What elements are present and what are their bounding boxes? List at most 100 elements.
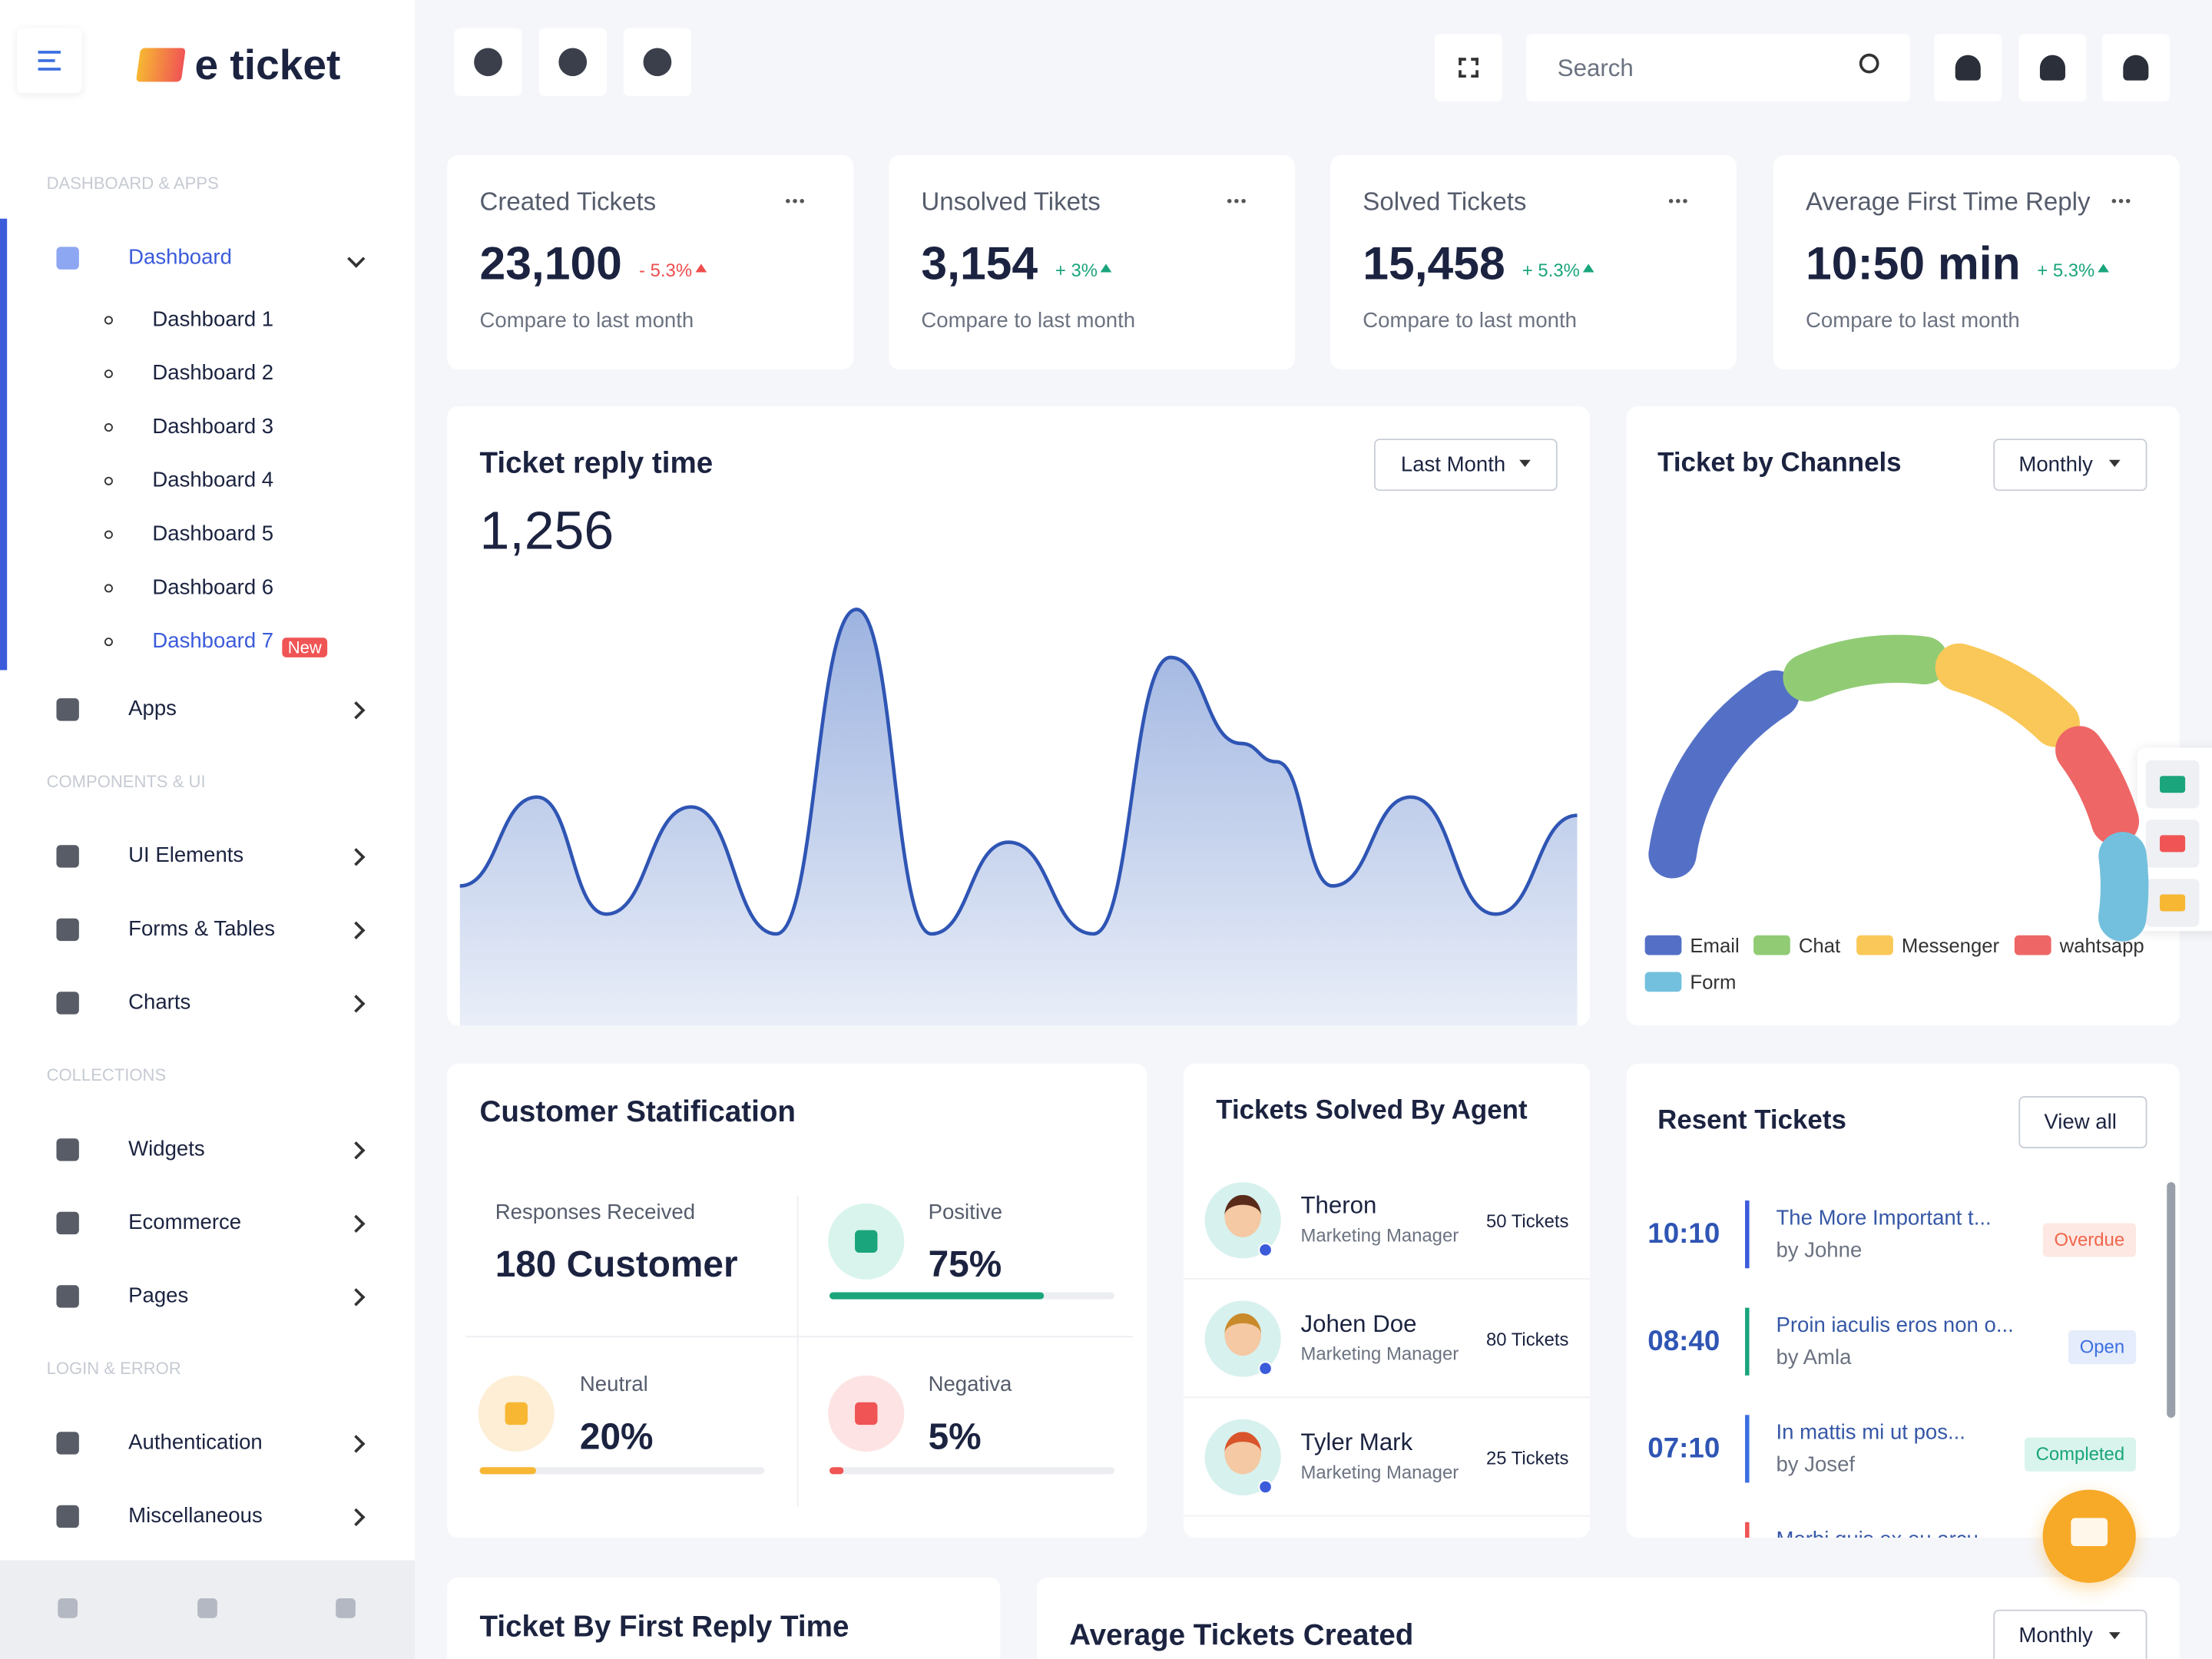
stat-value: 3,154 <box>921 237 1038 290</box>
trend-arrow <box>1582 263 1594 273</box>
row-divider <box>1184 1278 1591 1280</box>
toolbar-icon <box>558 48 588 77</box>
legend-label: wahtsapp <box>2059 933 2144 956</box>
menu-item[interactable]: Apps <box>128 697 177 721</box>
menu-icon <box>56 698 79 721</box>
status-dot <box>1258 1361 1273 1376</box>
more-dot <box>1234 198 1239 204</box>
side-icon <box>2160 835 2186 853</box>
submenu-item[interactable]: Dashboard 4 <box>152 468 274 493</box>
filter-button[interactable] <box>1373 439 1558 492</box>
feedback-value: 5% <box>928 1415 982 1459</box>
brand-name: e ticket <box>194 42 341 89</box>
menu-item[interactable]: Authentication <box>128 1430 263 1455</box>
legend-swatch <box>2014 935 2051 955</box>
section-title: LOGIN & ERROR <box>46 1358 181 1379</box>
button-label[interactable]: View all <box>2044 1110 2117 1134</box>
thumb-icon <box>855 1230 878 1253</box>
menu-item[interactable]: UI Elements <box>128 843 244 868</box>
scrollbar <box>2167 1182 2176 1418</box>
status-badge: Open <box>2068 1330 2136 1364</box>
more-dot <box>2125 198 2131 204</box>
progress-track <box>479 1467 765 1475</box>
sidebar <box>0 0 416 1659</box>
more-dot <box>1227 198 1232 204</box>
header-icon <box>2039 55 2065 81</box>
stat-change: + 5.3% <box>1522 260 1580 281</box>
status-dot <box>1258 1243 1273 1257</box>
stat-change: - 5.3% <box>639 260 693 281</box>
responses-value: 180 Customer <box>495 1243 738 1286</box>
reply-card <box>447 406 1591 1026</box>
header-icon <box>1955 55 1981 81</box>
legend-swatch <box>1644 935 1682 955</box>
footer-icon[interactable] <box>336 1598 356 1618</box>
toolbar-icon <box>474 48 502 77</box>
side-icon <box>2160 776 2186 793</box>
menu-item[interactable]: Charts <box>128 990 191 1015</box>
average-card <box>1037 1577 2180 1659</box>
submenu-item[interactable]: Dashboard 2 <box>152 361 274 386</box>
submenu-item[interactable]: Dashboard 6 <box>152 575 274 600</box>
menu-line <box>38 68 61 71</box>
ticket-list: 10:10 The More Important t... by Johne Over… <box>1627 1171 2163 1538</box>
active-indicator <box>0 218 8 671</box>
stat-title: Solved Tickets <box>1363 187 1527 217</box>
menu-item[interactable]: Miscellaneous <box>128 1503 263 1528</box>
divider <box>465 1336 1133 1338</box>
filter-label[interactable]: Monthly <box>2018 1624 2093 1648</box>
legend-label: Chat <box>1798 933 1841 956</box>
stat-value: 15,458 <box>1363 237 1505 290</box>
section-title: COLLECTIONS <box>46 1065 167 1085</box>
footer-icon[interactable] <box>58 1598 78 1618</box>
menu-item[interactable]: Ecommerce <box>128 1210 242 1235</box>
more-dot <box>1683 198 1687 204</box>
menu-item[interactable]: Forms & Tables <box>128 916 276 942</box>
agent-tickets: 50 Tickets <box>1485 1210 1569 1232</box>
filter-label[interactable]: Last Month <box>1400 452 1506 477</box>
stat-card <box>1330 155 1737 370</box>
filter-button[interactable] <box>1993 1609 2147 1659</box>
submenu-item[interactable]: Dashboard 3 <box>152 415 274 439</box>
stat-card <box>889 155 1296 370</box>
submenu-item[interactable]: Dashboard 1 <box>152 307 274 332</box>
progress-bar <box>830 1467 844 1475</box>
ticket-author: by Amla <box>1776 1346 1852 1370</box>
filter-label[interactable]: Monthly <box>2018 452 2093 477</box>
card-title: Tickets Solved By Agent <box>1216 1095 1528 1125</box>
toolbar-icon <box>643 48 672 77</box>
filter-button[interactable] <box>1993 439 2147 492</box>
header-icon <box>2123 55 2149 81</box>
ticket-title[interactable]: The More Important t... <box>1776 1206 1992 1230</box>
feedback-label: Positive <box>928 1200 1003 1225</box>
bullet <box>104 423 113 432</box>
agent-name: Johen Doe <box>1300 1310 1417 1337</box>
fullscreen-icon <box>1459 58 1479 78</box>
submenu-item[interactable]: Dashboard 7 <box>152 629 274 654</box>
menu-item[interactable]: Dashboard <box>128 245 232 270</box>
avatar-face <box>1224 1194 1262 1237</box>
menu-item[interactable]: Widgets <box>128 1137 205 1161</box>
card-title: Customer Statification <box>479 1096 796 1130</box>
logo-icon <box>135 48 186 82</box>
legend-swatch <box>1856 935 1893 955</box>
submenu-item[interactable]: Dashboard 5 <box>152 522 274 546</box>
stat-title: Created Tickets <box>479 187 657 217</box>
ticket-title[interactable]: Morbi quis ex eu arcu <box>1776 1528 1978 1538</box>
search-box[interactable] <box>1526 34 1910 102</box>
ticket-title[interactable]: Proin iaculis eros non o... <box>1776 1313 2014 1338</box>
agent-name: Theron <box>1300 1191 1377 1219</box>
menu-item[interactable]: Pages <box>128 1283 189 1308</box>
search-icon <box>1859 53 1879 74</box>
more-dot <box>2111 198 2117 204</box>
bullet <box>104 637 113 647</box>
stat-note: Compare to last month <box>479 309 694 333</box>
bullet <box>104 584 113 593</box>
ticket-title[interactable]: In mattis mi ut pos... <box>1776 1420 1965 1445</box>
feedback-value: 20% <box>579 1415 654 1459</box>
fullscreen-button[interactable] <box>1434 34 1503 102</box>
view-all-button[interactable] <box>2018 1096 2147 1149</box>
footer-icon[interactable] <box>197 1598 217 1618</box>
menu-icon <box>56 247 79 270</box>
